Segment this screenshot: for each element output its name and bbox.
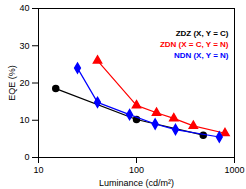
svg-text:0: 0 bbox=[24, 152, 29, 162]
svg-text:10: 10 bbox=[19, 115, 29, 125]
svg-text:20: 20 bbox=[19, 78, 29, 88]
svg-text:1000: 1000 bbox=[224, 165, 244, 175]
svg-text:10: 10 bbox=[33, 165, 43, 175]
svg-text:40: 40 bbox=[19, 3, 29, 13]
svg-text:Luminance (cd/m²): Luminance (cd/m²) bbox=[99, 178, 174, 188]
svg-text:NDN (X, Y = N): NDN (X, Y = N) bbox=[174, 51, 229, 60]
svg-text:100: 100 bbox=[129, 165, 144, 175]
svg-text:30: 30 bbox=[19, 41, 29, 51]
svg-text:ZDZ (X, Y = C): ZDZ (X, Y = C) bbox=[176, 29, 229, 38]
svg-text:ZDN (X = C, Y = N): ZDN (X = C, Y = N) bbox=[160, 40, 229, 49]
svg-text:EQE (%): EQE (%) bbox=[7, 65, 17, 101]
